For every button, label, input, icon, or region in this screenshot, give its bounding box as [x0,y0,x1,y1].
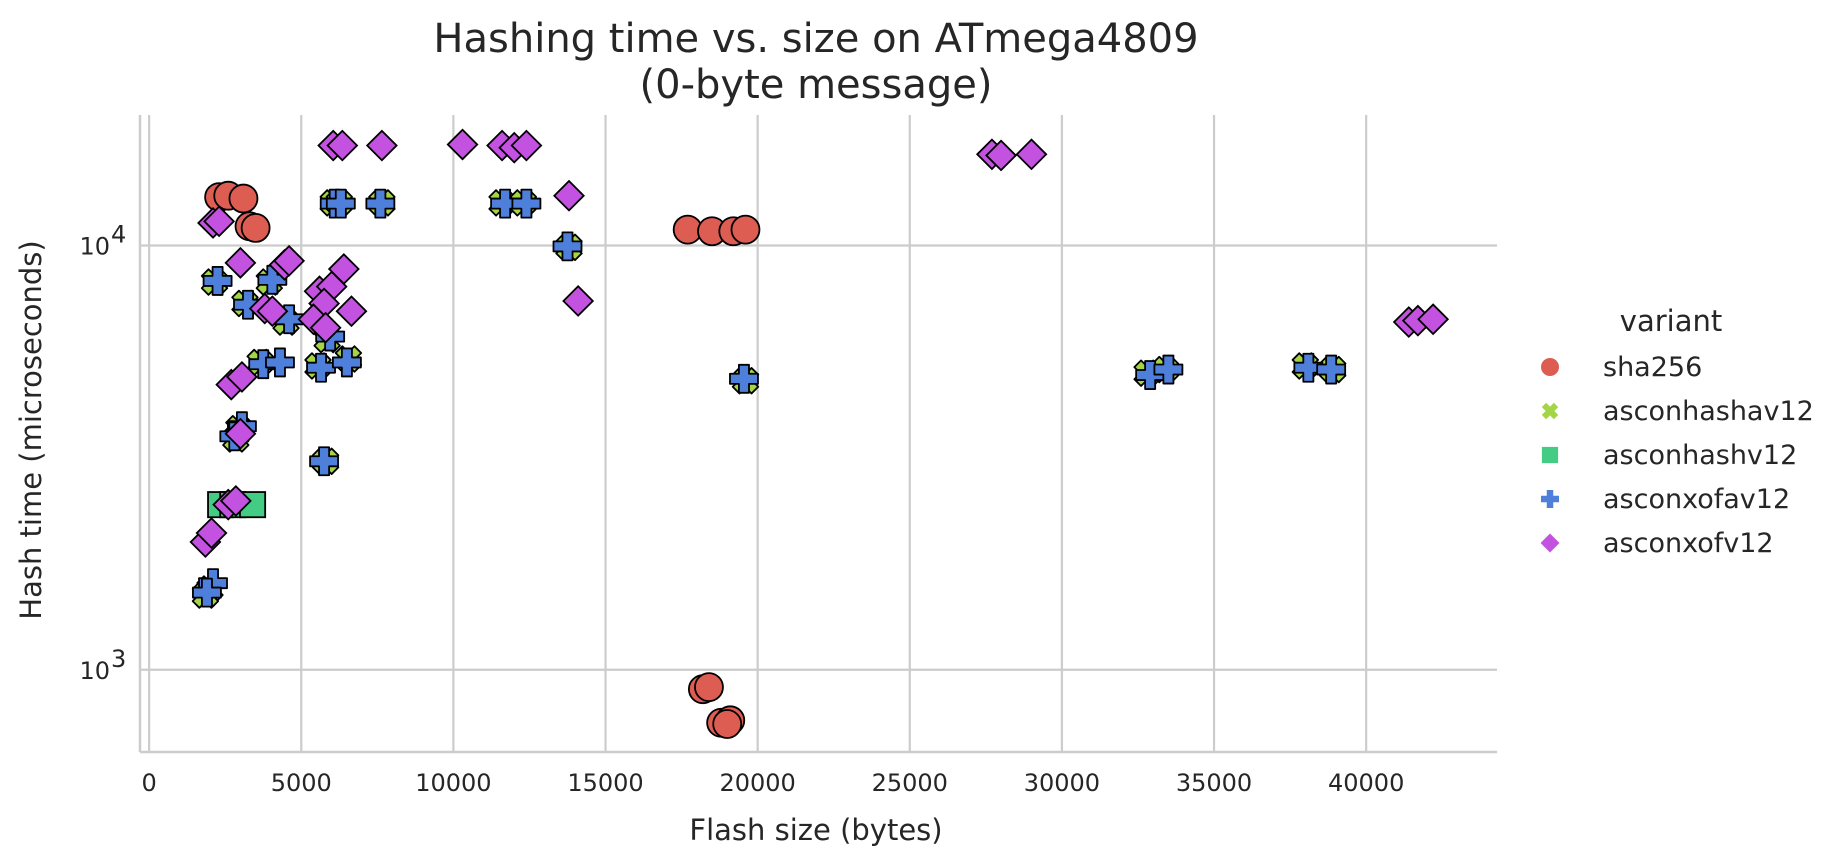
legend-label-asconxofv12: asconxofv12 [1603,528,1774,559]
legend-marker-asconxofav12 [1541,490,1559,508]
asconxofv12-point [224,246,257,279]
x-tick-label: 35000 [1176,769,1252,797]
data-points [189,128,1450,739]
x-tick-label: 30000 [1024,769,1100,797]
y-axis-label: Hash time (microseconds) [14,240,48,619]
x-tick-label: 40000 [1328,769,1404,797]
x-tick-label: 15000 [567,769,643,797]
legend-marker-sha256 [1541,358,1559,376]
asconxofav12-point [257,264,288,295]
sha256-point [712,709,743,739]
asconxofv12-point [195,517,228,550]
asconxofv12-point [1417,303,1450,336]
x-axis-label: Flash size (bytes) [689,813,942,847]
legend-item-asconhashv12: asconhashv12 [1541,440,1797,471]
legend: variant sha256 asconhashav12 asconhashv12 a… [1540,304,1814,559]
asconxofav12-point [490,188,521,219]
asconxofav12-point [306,352,336,383]
legend-marker-asconhashv12 [1541,446,1559,464]
sha256-point [694,672,724,703]
grid-lines [140,115,1497,752]
legend-title: variant [1620,304,1722,338]
asconxofav12-point [1153,354,1184,385]
asconxofv12-point [335,295,368,328]
asconxofav12-point [729,363,759,394]
series-asconxofav12 [192,188,1347,608]
asconxofav12-point [202,266,233,296]
asconxofv12-point [510,129,543,162]
y-tick-exponent: 3 [111,645,126,673]
x-tick-label: 10000 [415,769,491,797]
legend-marker-asconxofv12 [1540,533,1560,553]
sha256-point [240,213,271,243]
asconxofav12-point [1293,352,1324,383]
legend-label-sha256: sha256 [1603,352,1702,383]
asconxofv12-point [256,295,289,328]
legend-item-asconxofv12: asconxofv12 [1540,528,1774,559]
x-tick-label: 25000 [872,769,948,797]
legend-marker-asconhashav12 [1541,402,1559,420]
asconxofv12-point [553,179,585,212]
series-sha256 [204,180,761,739]
legend-label-asconhashav12: asconhashav12 [1603,396,1814,427]
asconxofv12-point [326,129,359,162]
sha256-point [228,183,259,214]
chart-subtitle: (0-byte message) [640,62,993,108]
asconxofav12-point [511,188,542,219]
asconxofv12-point [446,128,479,161]
chart-title: Hashing time vs. size on ATmega4809 [433,16,1198,62]
x-tick-label: 20000 [719,769,795,797]
legend-label-asconxofav12: asconxofav12 [1603,484,1790,515]
asconxofv12-point [203,205,236,238]
sha256-point [730,214,761,245]
asconxofav12-point [331,347,362,378]
x-tick-label: 5000 [271,769,332,797]
legend-label-asconhashv12: asconhashv12 [1603,440,1797,471]
asconxofv12-point [309,311,342,344]
x-tick-label: 0 [141,769,156,797]
asconxofv12-point [219,484,252,517]
axis-spines [138,115,1497,754]
asconxofv12-point [225,360,258,393]
asconxofv12-point [224,417,257,450]
asconxofav12-point [309,446,339,477]
legend-item-asconxofav12: asconxofav12 [1541,484,1790,515]
legend-item-asconhashav12: asconhashav12 [1541,396,1814,427]
series-asconxofv12 [189,128,1450,559]
asconxofv12-point [1015,138,1048,171]
y-tick-label: 10 [79,657,110,685]
asconxofav12-point [192,577,222,608]
asconxofav12-point [552,231,583,262]
asconxofav12-point [265,347,295,378]
legend-item-sha256: sha256 [1541,352,1702,383]
asconxofv12-point [985,139,1018,172]
asconxofav12-point [365,188,396,219]
asconxofv12-point [365,129,398,162]
series-asconhashav12 [191,189,1347,609]
asconxofv12-point [562,284,595,317]
asconxofav12-point [1316,354,1347,385]
x-tick-labels: 0 5000 10000 15000 20000 25000 30000 35000 40000 [141,769,1404,797]
asconxofv12-point [273,244,306,277]
asconxofav12-point [233,289,263,320]
asconxofav12-point [325,188,356,219]
y-tick-exponent: 4 [111,220,126,248]
y-tick-label: 10 [79,232,110,260]
